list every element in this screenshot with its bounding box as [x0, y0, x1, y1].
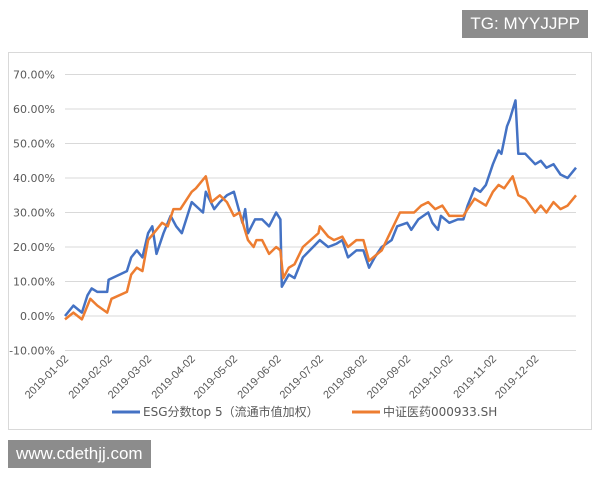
- watermark-top: TG: MYYJJPP: [462, 10, 588, 38]
- watermark-bottom: www.cdethjj.com: [8, 440, 151, 468]
- x-tick-label: 2019-01-02: [23, 353, 71, 401]
- legend-label: ESG分数top 5（流通市值加权）: [143, 404, 319, 419]
- chart-frame: [8, 52, 592, 430]
- y-tick-label: 70.00%: [13, 69, 55, 82]
- x-tick-label: 2019-06-02: [235, 353, 283, 401]
- x-tick-label: 2019-05-02: [192, 353, 240, 401]
- series-line-2: [64, 175, 577, 321]
- y-tick-label: 40.00%: [13, 172, 55, 185]
- y-tick-label: 50.00%: [13, 138, 55, 151]
- x-tick-label: 2019-07-02: [278, 353, 326, 401]
- x-tick-label: 2019-10-02: [407, 353, 455, 401]
- y-tick-label: -10.00%: [9, 345, 55, 358]
- y-tick-label: 60.00%: [13, 103, 55, 116]
- series-line-1: [64, 99, 577, 317]
- legend-label: 中证医药000933.SH: [383, 404, 497, 419]
- y-tick-label: 10.00%: [13, 276, 55, 289]
- y-tick-label: 20.00%: [13, 241, 55, 254]
- x-tick-label: 2019-12-02: [493, 353, 541, 401]
- x-tick-label: 2019-11-02: [451, 353, 499, 401]
- x-tick-label: 2019-09-02: [365, 353, 413, 401]
- x-tick-label: 2019-04-02: [150, 353, 198, 401]
- x-tick-label: 2019-08-02: [321, 353, 369, 401]
- y-tick-label: 30.00%: [13, 207, 55, 220]
- y-tick-label: 0.00%: [20, 310, 55, 323]
